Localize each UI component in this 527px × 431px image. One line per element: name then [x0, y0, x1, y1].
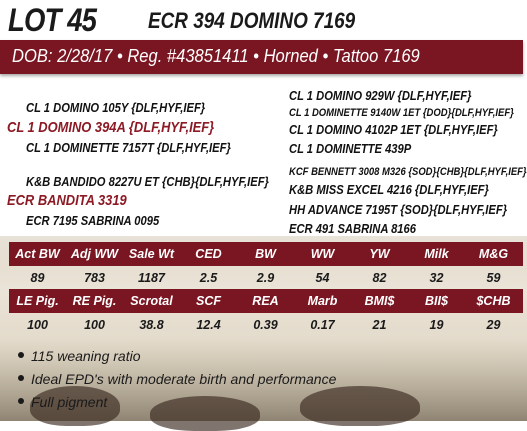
epd-value: 89	[30, 271, 45, 285]
note-text: Full pigment	[31, 394, 108, 410]
epd-header: LE Pig.	[16, 294, 59, 308]
epd-value-row-2: 100 100 38.8 12.4 0.39 0.17 21 19 29	[9, 313, 523, 337]
cattle-silhouette	[30, 386, 120, 426]
pedigree-dss: KCF BENNETT 3008 M326 {SOD}{CHB}{DLF,HYF…	[289, 166, 527, 178]
epd-value: 0.39	[253, 318, 278, 332]
lot-animal-name: ECR 394 DOMINO 7169	[148, 8, 356, 33]
epd-value: 12.4	[196, 318, 221, 332]
epd-header-row-2: LE Pig. RE Pig. Scrotal SCF REA Marb BMI…	[9, 289, 523, 313]
epd-header: Sale Wt	[128, 247, 175, 261]
bullet-icon	[18, 398, 24, 405]
epd-value: 0.17	[310, 318, 335, 332]
epd-header: SCF	[196, 294, 221, 308]
pedigree-dam-sire: K&B BANDIDO 8227U ET {CHB}{DLF,HYF,IEF}	[26, 174, 269, 189]
epd-header-row-1: Act BW Adj WW Sale Wt CED BW WW YW Milk …	[9, 242, 523, 266]
pedigree-dam: ECR BANDITA 3319	[7, 192, 127, 209]
note-text: 115 weaning ratio	[31, 348, 141, 364]
note-item: Ideal EPD's with moderate birth and perf…	[18, 371, 336, 394]
epd-value: 100	[84, 318, 105, 332]
bullet-icon	[18, 352, 24, 359]
epd-value: 32	[429, 271, 444, 285]
banner-text: DOB: 2/28/17 • Reg. #43851411 • Horned •…	[12, 46, 420, 66]
epd-header: Marb	[307, 294, 338, 308]
epd-value: 54	[315, 271, 330, 285]
epd-header: Adj WW	[70, 247, 119, 261]
epd-header: M&G	[478, 247, 509, 261]
notes-list: 115 weaning ratio Ideal EPD's with moder…	[18, 348, 336, 417]
pedigree-ds: CL 1 DOMINO 4102P 1ET {DLF,HYF,IEF}	[289, 122, 498, 137]
pedigree-sire: CL 1 DOMINO 394A {DLF,HYF,IEF}	[7, 119, 215, 136]
epd-header: Act BW	[15, 247, 60, 261]
epd-header: REA	[252, 294, 279, 308]
info-banner: DOB: 2/28/17 • Reg. #43851411 • Horned •…	[0, 40, 523, 74]
epd-header: YW	[369, 247, 390, 261]
pedigree-sd: CL 1 DOMINETTE 9140W 1ET {DOD}{DLF,HYF,I…	[289, 107, 514, 119]
epd-header: BW	[255, 247, 276, 261]
pedigree-ss: CL 1 DOMINO 929W {DLF,HYF,IEF}	[289, 88, 472, 103]
epd-value: 1187	[138, 271, 165, 285]
epd-header: Scrotal	[130, 294, 173, 308]
epd-value: 21	[372, 318, 387, 332]
pedigree-dsd: K&B MISS EXCEL 4216 {DLF,HYF,IEF}	[289, 182, 489, 197]
pedigree-sire-dam: CL 1 DOMINETTE 7157T {DLF,HYF,IEF}	[26, 140, 231, 155]
epd-value: 2.9	[256, 271, 275, 285]
epd-value: 29	[486, 318, 501, 332]
note-item: 115 weaning ratio	[18, 348, 336, 371]
note-text: Ideal EPD's with moderate birth and perf…	[31, 371, 337, 387]
epd-header: BMI$	[364, 294, 395, 308]
epd-header: Milk	[424, 247, 449, 261]
epd-value: 59	[486, 271, 501, 285]
pasture-photo	[0, 236, 527, 431]
epd-value: 82	[372, 271, 387, 285]
epd-value: 783	[84, 271, 105, 285]
pedigree-sire-sire: CL 1 DOMINO 105Y {DLF,HYF,IEF}	[26, 100, 206, 115]
epd-header: WW	[310, 247, 335, 261]
epd-value-row-1: 89 783 1187 2.5 2.9 54 82 32 59	[9, 266, 523, 290]
lot-header: LOT 45 ECR 394 DOMINO 7169	[8, 2, 527, 38]
epd-value: 100	[27, 318, 48, 332]
epd-header: BII$	[425, 294, 448, 308]
note-item: Full pigment	[18, 394, 336, 417]
epd-header: RE Pig.	[72, 294, 117, 308]
bullet-icon	[18, 375, 24, 382]
epd-header: $CHB	[476, 294, 511, 308]
pedigree-dd: CL 1 DOMINETTE 439P	[289, 141, 412, 156]
epd-value: 2.5	[199, 271, 218, 285]
pedigree-dam-dam: ECR 7195 SABRINA 0095	[26, 213, 160, 228]
lot-number: LOT 45	[8, 2, 97, 38]
epd-value: 38.8	[139, 318, 164, 332]
cattle-silhouette	[300, 386, 420, 426]
pedigree-dds: HH ADVANCE 7195T {SOD}{DLF,HYF,IEF}	[289, 202, 508, 217]
pedigree-ddd: ECR 491 SABRINA 8166	[289, 221, 416, 236]
epd-header: CED	[195, 247, 222, 261]
epd-value: 19	[429, 318, 444, 332]
